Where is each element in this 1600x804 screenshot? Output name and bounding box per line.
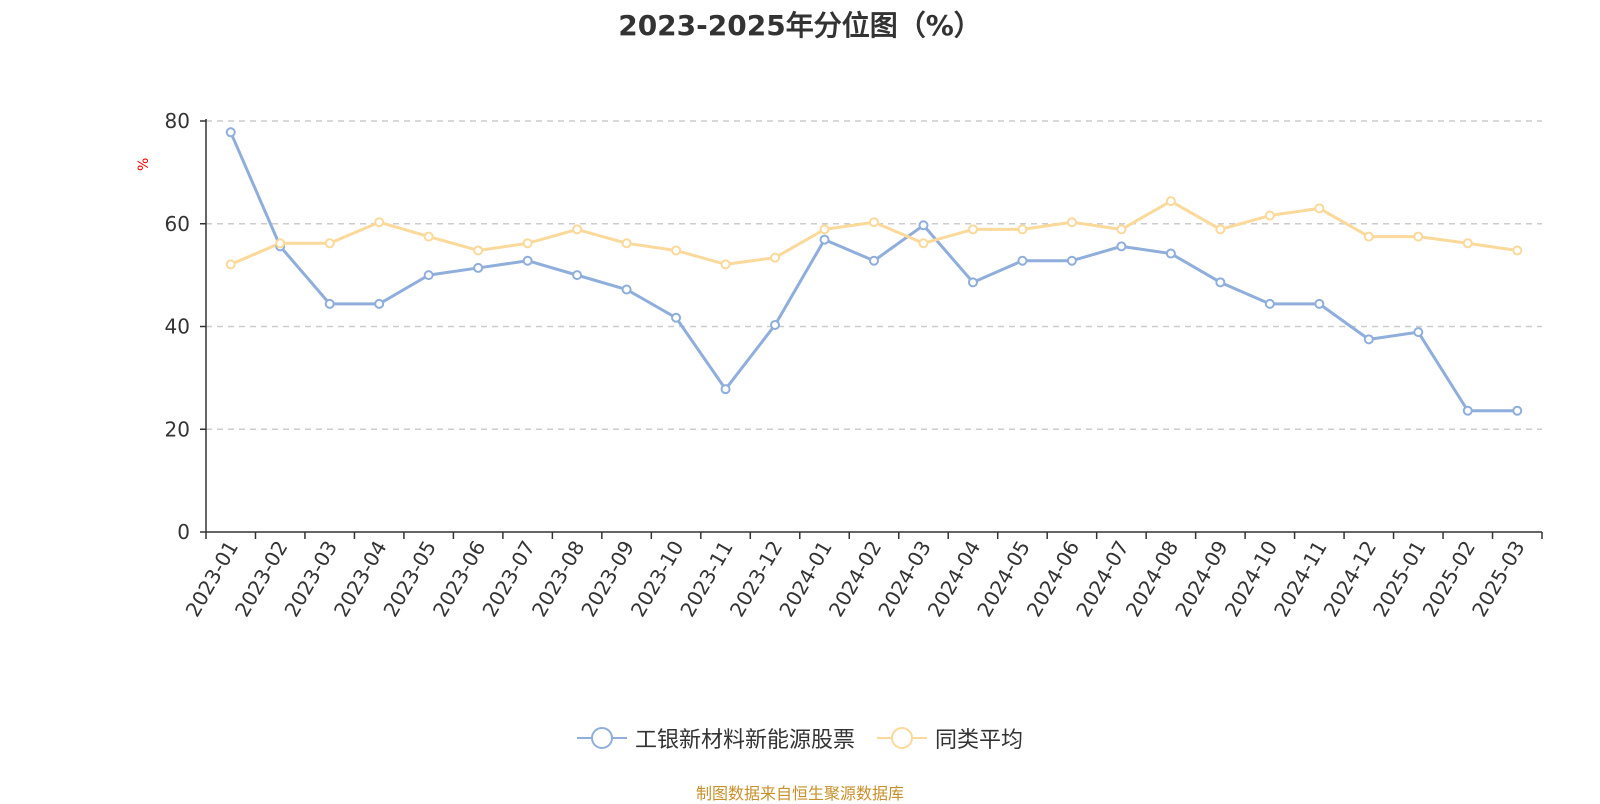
data-point-series-1 [225, 259, 236, 270]
data-point-series-0 [374, 298, 385, 309]
data-point-series-0 [1017, 255, 1028, 266]
data-point-series-1 [1314, 203, 1325, 214]
data-point-series-1 [918, 238, 929, 249]
data-point-series-1 [967, 224, 978, 235]
axes: 020406080%2023-012023-022023-032023-0420… [136, 109, 1543, 621]
series-lines [225, 127, 1523, 416]
data-point-series-0 [671, 312, 682, 323]
data-point-series-0 [869, 255, 879, 266]
y-axis-unit-label: % [136, 158, 152, 171]
data-point-series-1 [770, 252, 781, 263]
data-point-series-0 [770, 319, 781, 330]
y-tick-label-80: 80 [165, 109, 190, 133]
y-tick-label-20: 20 [165, 417, 190, 441]
data-point-series-1 [1066, 217, 1077, 228]
legend-marker-fund-icon [576, 727, 627, 749]
data-point-series-1 [720, 259, 731, 270]
data-point-series-1 [1363, 231, 1374, 242]
data-point-series-1 [275, 238, 286, 249]
gridlines [206, 120, 1542, 430]
data-point-series-0 [1066, 255, 1077, 266]
y-tick-label-40: 40 [165, 315, 190, 339]
data-point-series-1 [1116, 224, 1127, 235]
data-point-series-1 [522, 238, 533, 249]
source-note: 制图数据来自恒生聚源数据库 [695, 784, 904, 803]
data-point-series-0 [1215, 277, 1226, 288]
data-point-series-0 [1314, 298, 1325, 309]
legend-circle-peer [891, 727, 913, 749]
data-point-series-0 [1512, 405, 1523, 416]
data-point-series-0 [324, 298, 335, 309]
data-point-series-1 [819, 224, 830, 235]
legend-item-peer-average[interactable]: 同类平均 [877, 722, 1023, 754]
data-point-series-0 [819, 234, 830, 245]
data-point-series-0 [522, 255, 533, 266]
data-point-series-1 [1215, 224, 1226, 235]
data-point-series-0 [1264, 298, 1275, 309]
data-point-series-1 [1165, 196, 1176, 207]
data-point-series-0 [1165, 248, 1176, 259]
data-point-series-1 [1512, 245, 1523, 256]
data-point-series-0 [225, 127, 236, 138]
data-point-series-1 [621, 238, 632, 249]
data-point-series-1 [1017, 224, 1028, 235]
data-point-series-0 [572, 270, 583, 281]
series-line-1 [230, 199, 1518, 266]
data-point-series-0 [473, 262, 484, 273]
legend: 工银新材料新能源股票 同类平均 [0, 722, 1600, 754]
data-point-series-1 [572, 224, 583, 235]
chart-title: 2023-2025年分位图（%） [618, 9, 982, 42]
legend-item-fund[interactable]: 工银新材料新能源股票 [576, 722, 855, 754]
data-point-series-0 [918, 220, 929, 231]
data-point-series-1 [423, 231, 434, 242]
legend-circle-fund [590, 727, 613, 749]
data-point-series-1 [1462, 238, 1473, 249]
data-point-series-1 [1413, 231, 1424, 242]
data-point-series-1 [473, 245, 484, 256]
data-point-series-0 [967, 277, 978, 288]
series-line-0 [229, 131, 1518, 413]
legend-marker-peer-icon [877, 727, 927, 749]
legend-label-peer: 同类平均 [935, 728, 1024, 753]
legend-label-fund: 工银新材料新能源股票 [634, 728, 855, 753]
data-point-series-0 [1413, 327, 1424, 338]
data-point-series-0 [1363, 334, 1374, 345]
data-point-series-1 [374, 217, 385, 228]
data-point-series-1 [1264, 210, 1275, 221]
data-point-series-1 [324, 238, 335, 249]
data-point-series-0 [621, 284, 632, 295]
data-point-series-1 [869, 217, 879, 228]
data-point-series-0 [1462, 405, 1473, 416]
y-tick-label-0: 0 [177, 520, 190, 544]
y-tick-label-60: 60 [165, 212, 190, 236]
data-point-series-0 [720, 384, 731, 395]
data-point-series-0 [423, 270, 434, 281]
data-point-series-0 [1116, 241, 1127, 252]
data-point-series-1 [671, 245, 682, 256]
